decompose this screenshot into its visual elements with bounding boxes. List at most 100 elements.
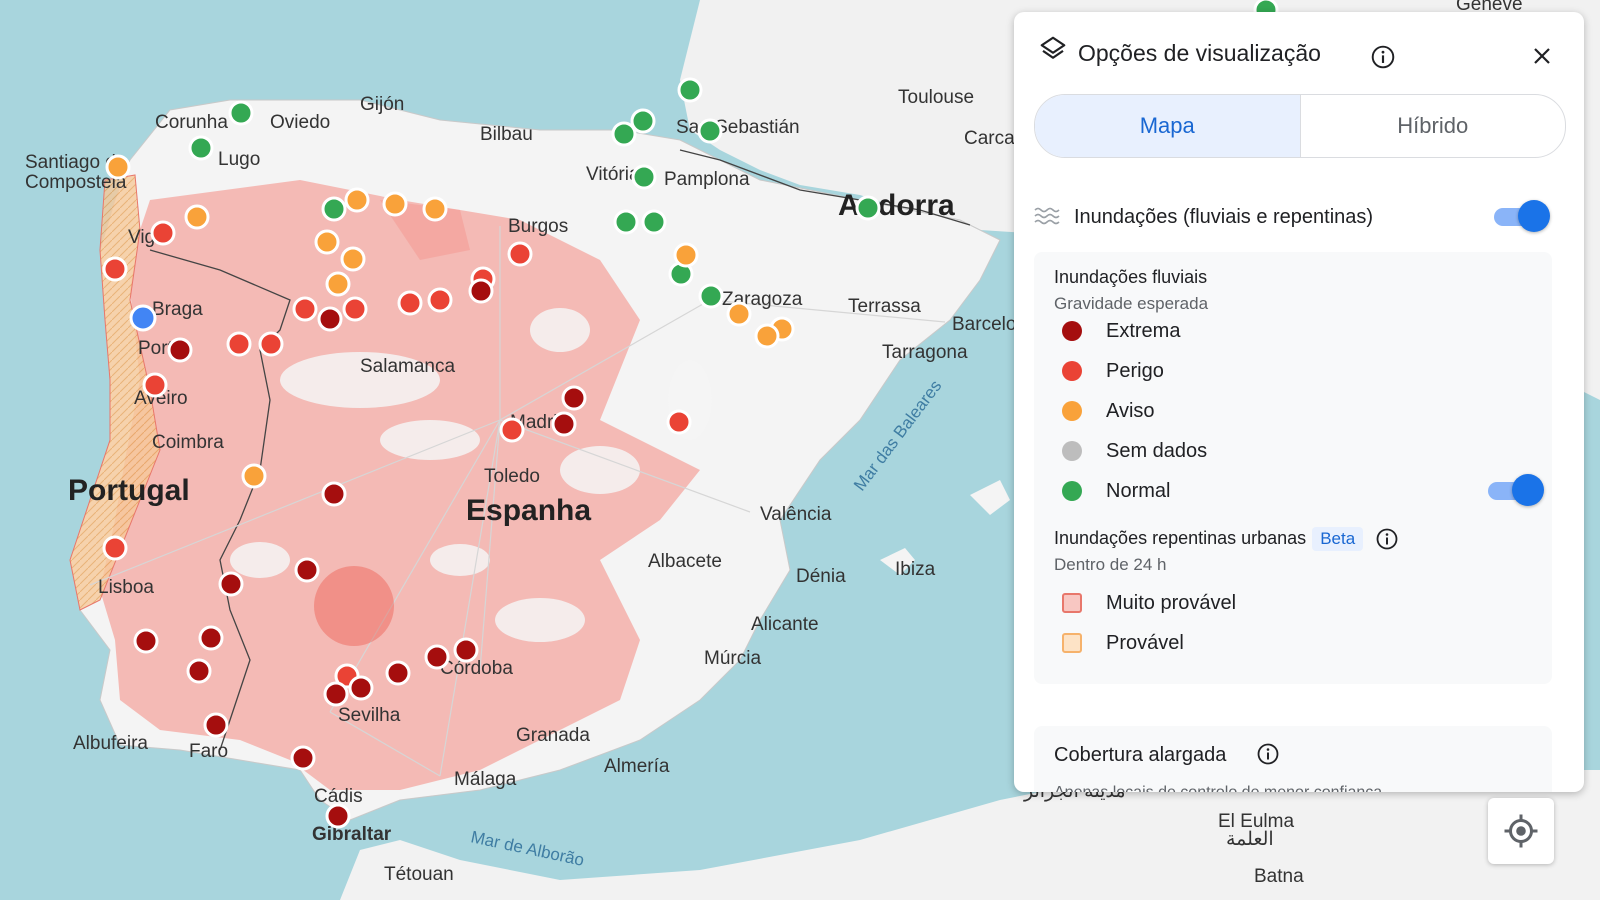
gauge-marker[interactable] <box>292 296 318 322</box>
gauge-marker[interactable] <box>382 191 408 217</box>
gauge-marker[interactable] <box>150 220 176 246</box>
panel-header: Opções de visualização <box>1014 12 1584 82</box>
gauge-marker[interactable] <box>102 535 128 561</box>
gauge-marker[interactable] <box>188 135 214 161</box>
svg-text:Espanha: Espanha <box>466 494 591 527</box>
svg-text:Lugo: Lugo <box>218 149 260 170</box>
beta-badge: Beta <box>1312 527 1364 551</box>
gauge-marker[interactable] <box>499 417 525 443</box>
gauge-marker[interactable] <box>385 660 411 686</box>
gauge-marker[interactable] <box>422 196 448 222</box>
gauge-marker[interactable] <box>323 681 349 707</box>
coverage-title: Cobertura alargada <box>1054 744 1227 766</box>
gauge-marker[interactable] <box>228 100 254 126</box>
gauge-marker[interactable] <box>241 463 267 489</box>
svg-text:Vitória: Vitória <box>586 164 640 185</box>
svg-text:Gibraltar: Gibraltar <box>312 824 392 845</box>
gauge-marker[interactable] <box>294 557 320 583</box>
gauge-marker[interactable] <box>321 481 347 507</box>
gauge-marker[interactable] <box>340 246 366 272</box>
gauge-marker[interactable] <box>325 271 351 297</box>
info-icon[interactable] <box>1370 44 1396 70</box>
tab-hybrid[interactable]: Híbrido <box>1397 113 1469 138</box>
gauge-marker[interactable] <box>226 331 252 357</box>
svg-text:Alicante: Alicante <box>751 614 819 635</box>
gauge-marker[interactable] <box>348 675 374 701</box>
gauge-marker[interactable] <box>611 121 637 147</box>
gauge-marker[interactable] <box>641 209 667 235</box>
gauge-marker[interactable] <box>184 204 210 230</box>
gauge-marker[interactable] <box>551 411 577 437</box>
highlight-area <box>314 566 394 646</box>
gauge-marker[interactable] <box>697 118 723 144</box>
user-location-marker[interactable] <box>129 304 157 332</box>
gauge-marker[interactable] <box>321 196 347 222</box>
toggle-knob <box>1518 200 1550 232</box>
svg-text:Bilbau: Bilbau <box>480 124 533 145</box>
layers-icon <box>1040 36 1066 59</box>
gauge-marker[interactable] <box>258 331 284 357</box>
gauge-marker[interactable] <box>631 164 657 190</box>
normal-toggle[interactable] <box>1484 474 1544 506</box>
flood-layer-toggle[interactable] <box>1490 200 1550 232</box>
gauge-marker[interactable] <box>142 372 168 398</box>
svg-text:Genève: Genève <box>1456 0 1523 15</box>
gauge-marker[interactable] <box>424 644 450 670</box>
gauge-marker[interactable] <box>453 637 479 663</box>
svg-text:Lisboa: Lisboa <box>98 577 154 598</box>
gauge-marker[interactable] <box>344 187 370 213</box>
gauge-marker[interactable] <box>218 571 244 597</box>
svg-text:Faro: Faro <box>189 741 228 762</box>
svg-text:Santiago de: Santiago de <box>25 152 126 173</box>
gauge-marker[interactable] <box>427 287 453 313</box>
svg-text:Cádis: Cádis <box>314 786 363 807</box>
gauge-marker[interactable] <box>203 712 229 738</box>
gauge-marker[interactable] <box>102 256 128 282</box>
gauge-marker[interactable] <box>677 77 703 103</box>
info-icon[interactable] <box>1256 742 1280 766</box>
gauge-marker[interactable] <box>342 296 368 322</box>
gauge-marker[interactable] <box>317 306 343 332</box>
gauge-marker[interactable] <box>290 745 316 771</box>
svg-text:Ibiza: Ibiza <box>895 559 936 580</box>
gauge-marker[interactable] <box>468 278 494 304</box>
flood-markers[interactable] <box>102 0 1279 829</box>
legend-item-extrema: Extrema <box>1062 317 1180 345</box>
legend-item-normal: Normal <box>1062 477 1170 505</box>
gauge-marker[interactable] <box>397 290 423 316</box>
gauge-marker[interactable] <box>673 242 699 268</box>
gauge-marker[interactable] <box>855 195 881 221</box>
gauge-marker[interactable] <box>561 385 587 411</box>
gauge-marker[interactable] <box>630 108 656 134</box>
tab-map[interactable]: Mapa <box>1035 95 1301 157</box>
gauge-marker[interactable] <box>314 229 340 255</box>
gauge-marker[interactable] <box>666 409 692 435</box>
info-icon[interactable] <box>1375 527 1399 551</box>
svg-text:Compostela: Compostela <box>25 172 127 193</box>
gauge-marker[interactable] <box>186 658 212 684</box>
svg-text:San Sebastián: San Sebastián <box>676 117 800 138</box>
svg-text:Córdoba: Córdoba <box>440 658 513 679</box>
gauge-marker[interactable] <box>105 154 131 180</box>
svg-text:Tarragona: Tarragona <box>882 342 968 363</box>
svg-text:Corunha: Corunha <box>155 112 228 133</box>
svg-text:Salamanca: Salamanca <box>360 356 455 377</box>
gauge-marker[interactable] <box>198 625 224 651</box>
legend-dot-icon <box>1062 321 1082 341</box>
svg-text:Toulouse: Toulouse <box>898 87 974 108</box>
gauge-marker[interactable] <box>754 323 780 349</box>
gauge-marker[interactable] <box>698 283 724 309</box>
my-location-button[interactable] <box>1488 798 1554 864</box>
flood-layer-row[interactable]: Inundações (fluviais e repentinas) <box>1034 194 1564 238</box>
gauge-marker[interactable] <box>507 241 533 267</box>
svg-text:Tétouan: Tétouan <box>384 864 454 885</box>
gauge-marker[interactable] <box>133 628 159 654</box>
toggle-knob <box>1512 474 1544 506</box>
gauge-marker[interactable] <box>726 301 752 327</box>
gauge-marker[interactable] <box>167 337 193 363</box>
gauge-marker[interactable] <box>325 803 351 829</box>
riverine-subtitle: Gravidade esperada <box>1054 294 1209 313</box>
close-icon[interactable] <box>1530 44 1554 68</box>
svg-text:Pamplona: Pamplona <box>664 169 750 190</box>
gauge-marker[interactable] <box>613 209 639 235</box>
